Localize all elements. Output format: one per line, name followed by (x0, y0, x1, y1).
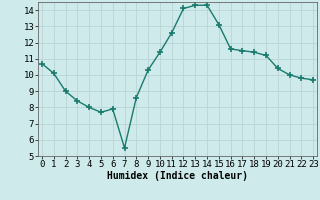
X-axis label: Humidex (Indice chaleur): Humidex (Indice chaleur) (107, 171, 248, 181)
